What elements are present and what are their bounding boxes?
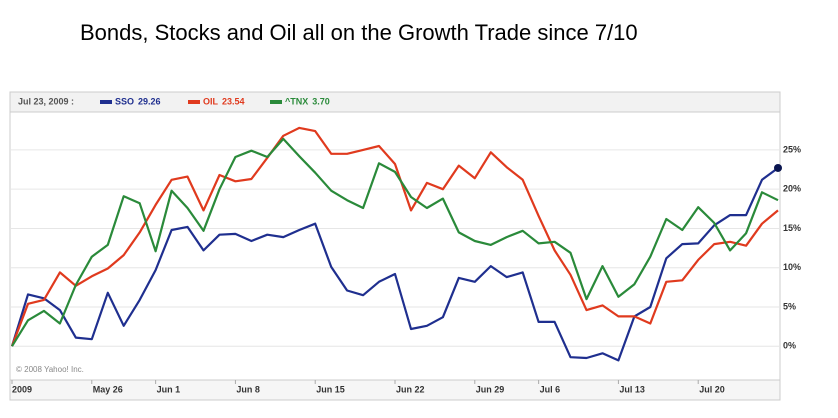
legend-value: 3.70 <box>312 96 330 106</box>
end-marker <box>774 163 782 172</box>
legend-value: 29.26 <box>138 96 161 106</box>
x-tick-label: Jun 22 <box>396 384 425 394</box>
legend-name: SSO <box>115 96 134 106</box>
x-tick-label: Jun 15 <box>316 384 345 394</box>
series-line <box>10 126 779 347</box>
x-tick-label: Jul 13 <box>619 384 645 394</box>
legend-name: ^TNX <box>285 96 308 106</box>
y-tick-label: 15% <box>783 223 801 233</box>
legend-swatch <box>270 100 282 104</box>
legend-date: Jul 23, 2009 : <box>18 96 74 106</box>
x-tick-label: May 26 <box>93 384 123 394</box>
x-tick-label: Jul 20 <box>699 384 725 394</box>
x-tick-label: Jul 6 <box>540 384 561 394</box>
legend-value: 23.54 <box>222 96 245 106</box>
y-tick-label: 25% <box>783 144 801 154</box>
y-tick-label: 0% <box>783 341 796 351</box>
x-tick-label: Jun 8 <box>236 384 260 394</box>
x-tick-label: 2009 <box>12 384 32 394</box>
legend-swatch <box>100 100 112 104</box>
series-line <box>11 137 779 347</box>
x-tick-label: Jun 1 <box>157 384 181 394</box>
chart-title: Bonds, Stocks and Oil all on the Growth … <box>80 20 638 45</box>
legend-name: OIL <box>203 96 219 106</box>
legend-swatch <box>188 100 200 104</box>
y-tick-label: 20% <box>783 184 801 194</box>
series-line <box>10 167 779 362</box>
copyright: © 2008 Yahoo! Inc. <box>16 365 84 374</box>
plot-area <box>9 111 781 381</box>
y-tick-label: 10% <box>783 262 801 272</box>
x-tick-label: Jun 29 <box>476 384 505 394</box>
y-tick-label: 5% <box>783 301 796 311</box>
